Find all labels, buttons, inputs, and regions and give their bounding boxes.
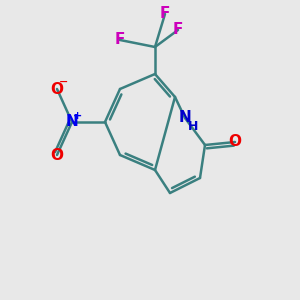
- Text: N: N: [66, 115, 78, 130]
- Text: O: O: [50, 148, 64, 163]
- Text: F: F: [115, 32, 125, 47]
- Text: −: −: [59, 77, 69, 87]
- Text: F: F: [160, 7, 170, 22]
- Text: +: +: [74, 111, 82, 121]
- Text: H: H: [188, 119, 198, 133]
- Text: O: O: [229, 134, 242, 149]
- Text: O: O: [50, 82, 64, 97]
- Text: N: N: [178, 110, 191, 125]
- Text: F: F: [173, 22, 183, 38]
